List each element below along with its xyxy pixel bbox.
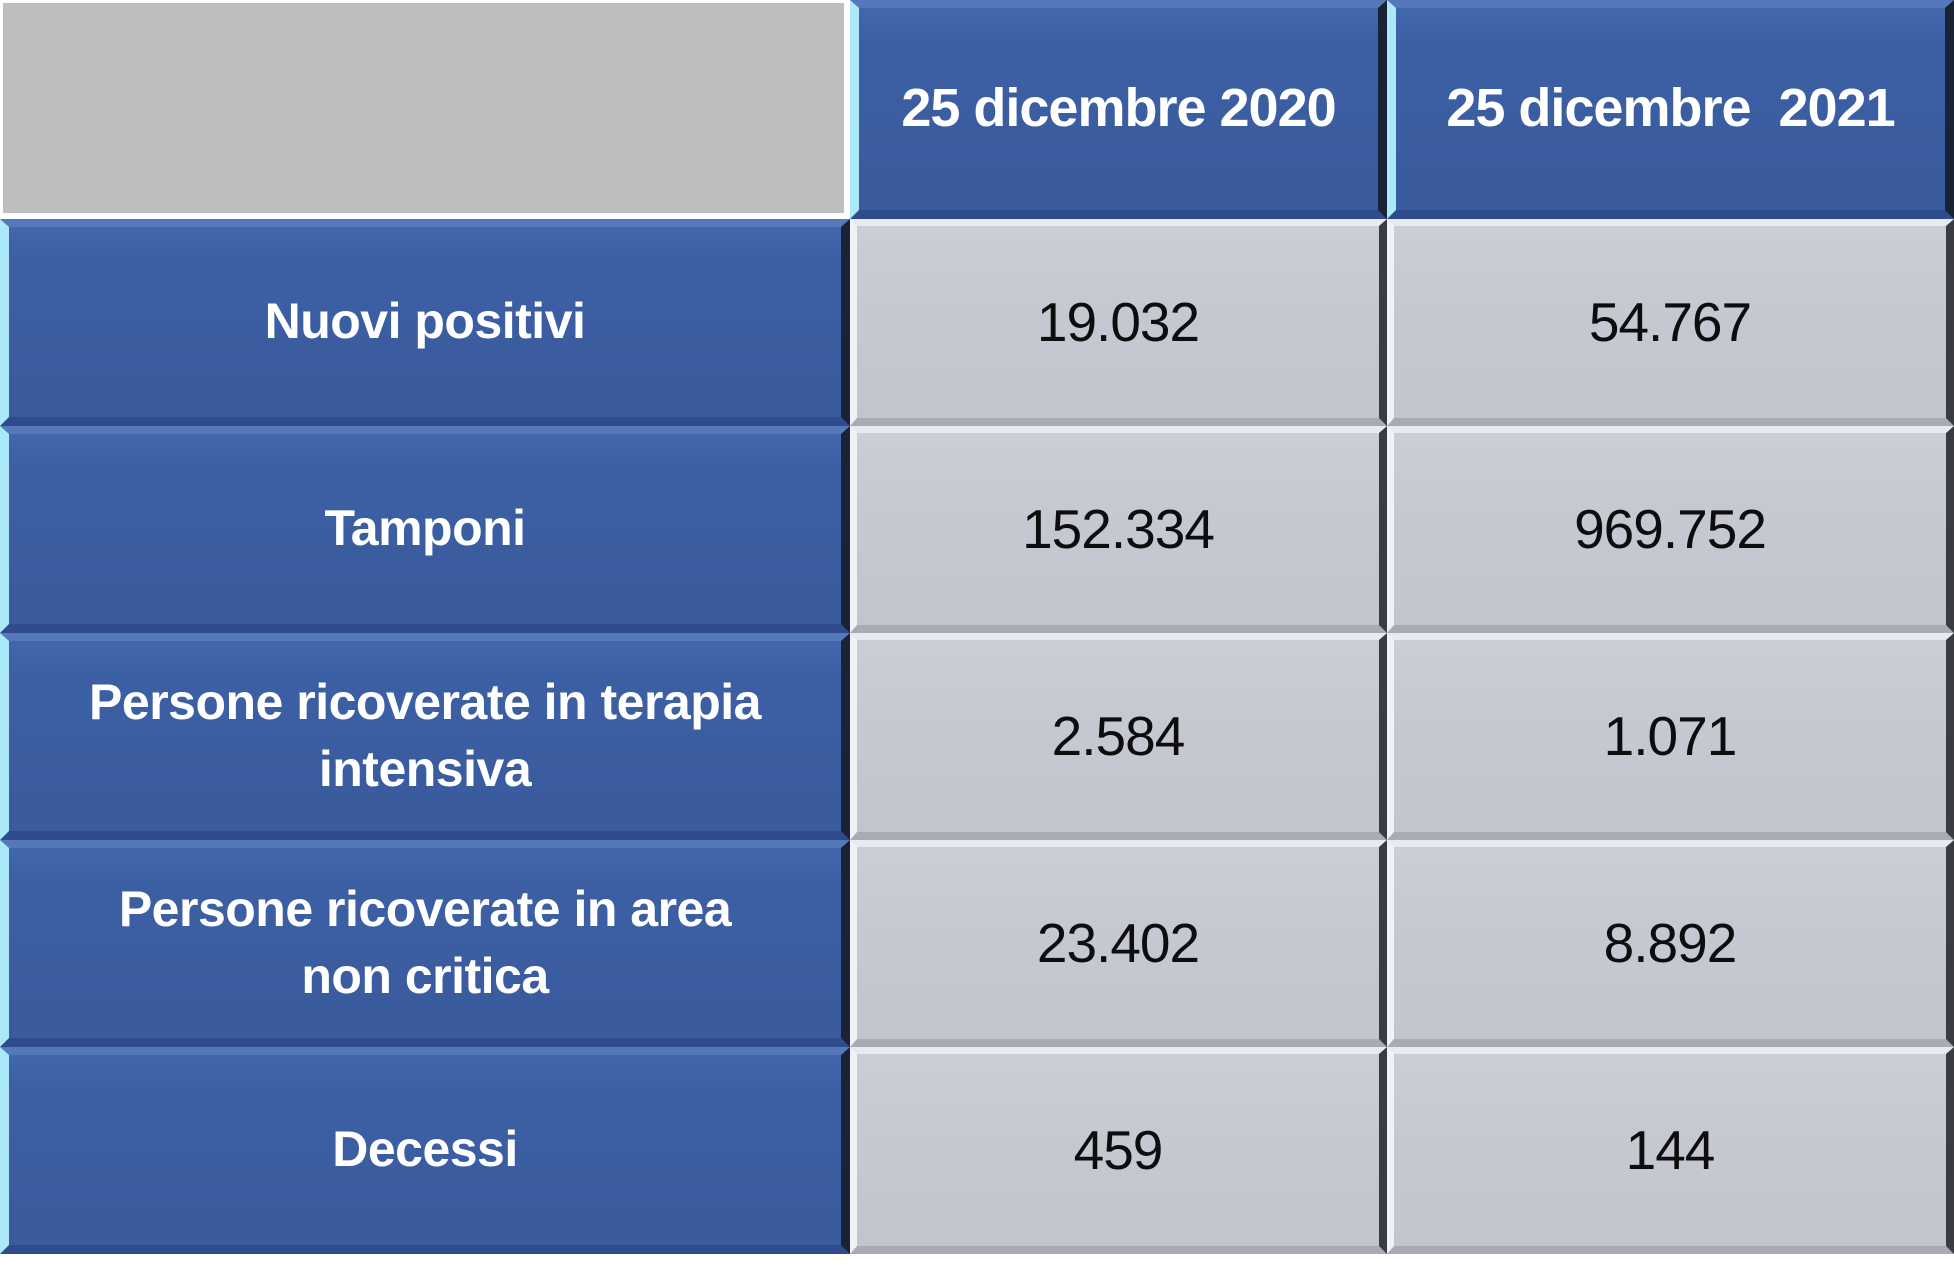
value-area-non-critica-2021: 8.892	[1387, 840, 1954, 1047]
value-terapia-intensiva-2020: 2.584	[850, 633, 1387, 840]
column-header-2021: 25 dicembre 2021	[1387, 0, 1954, 219]
value-terapia-intensiva-2021: 1.071	[1387, 633, 1954, 840]
row-label-terapia-intensiva: Persone ricoverate in terapia intensiva	[0, 633, 850, 840]
value-decessi-2021: 144	[1387, 1047, 1954, 1254]
value-area-non-critica-2020: 23.402	[850, 840, 1387, 1047]
value-decessi-2020: 459	[850, 1047, 1387, 1254]
value-tamponi-2021: 969.752	[1387, 426, 1954, 633]
row-label-decessi: Decessi	[0, 1047, 850, 1254]
value-nuovi-positivi-2021: 54.767	[1387, 219, 1954, 426]
value-tamponi-2020: 152.334	[850, 426, 1387, 633]
column-header-2020: 25 dicembre 2020	[850, 0, 1387, 219]
header-corner-empty-cell	[0, 0, 850, 219]
row-label-nuovi-positivi: Nuovi positivi	[0, 219, 850, 426]
value-nuovi-positivi-2020: 19.032	[850, 219, 1387, 426]
row-label-area-non-critica: Persone ricoverate in area non critica	[0, 840, 850, 1047]
row-label-tamponi: Tamponi	[0, 426, 850, 633]
